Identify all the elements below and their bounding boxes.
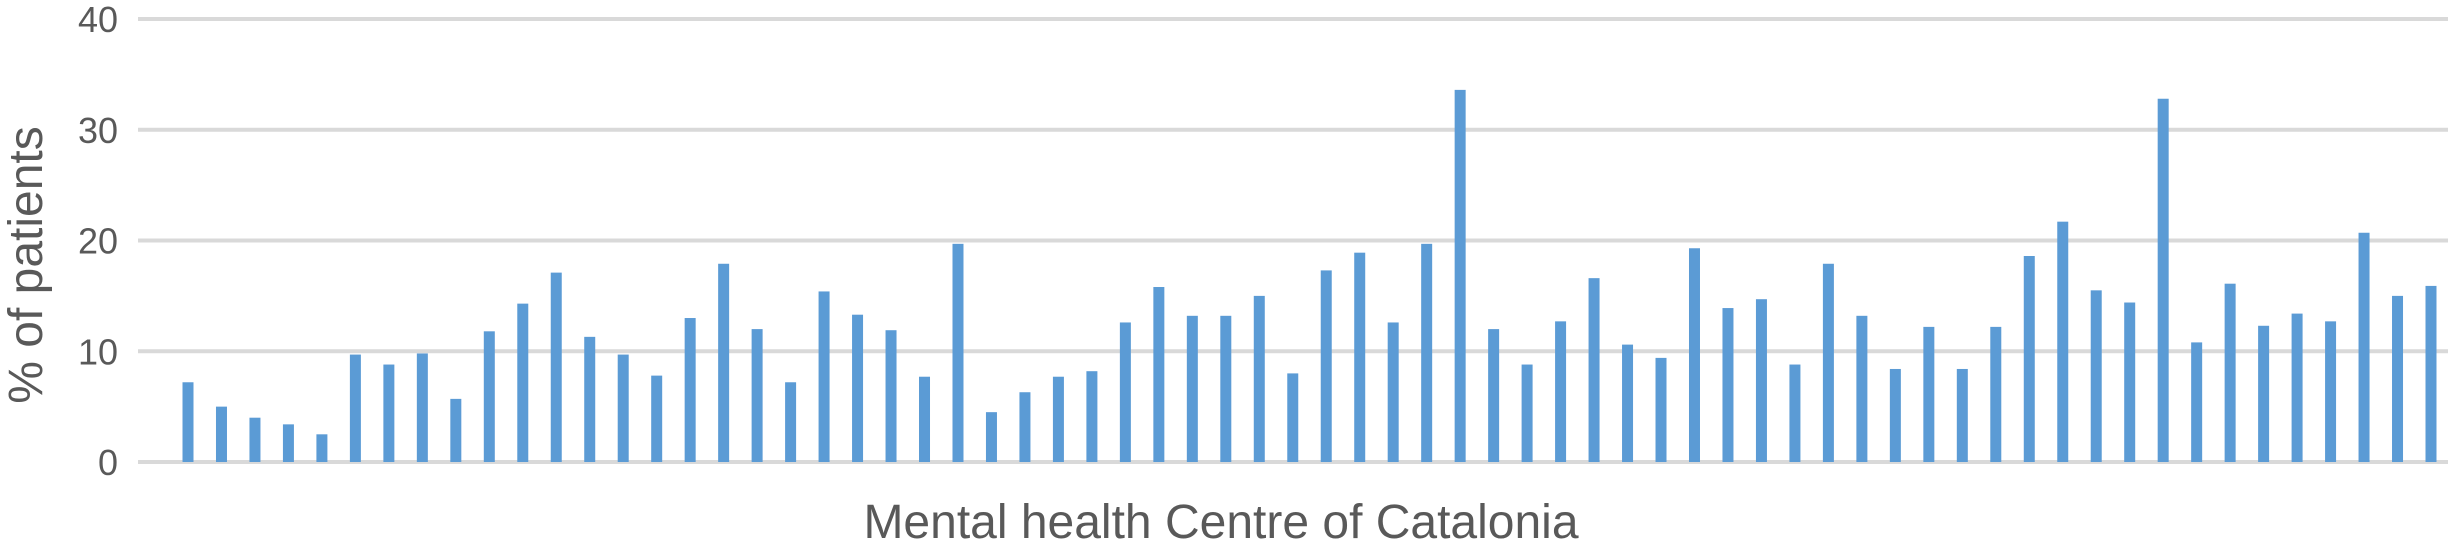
bar-67: [2392, 295, 2404, 463]
bar-58: [2090, 290, 2102, 462]
bar-42: [1555, 321, 1567, 462]
bar-41: [1521, 364, 1533, 462]
bar-60: [2157, 98, 2169, 463]
bar-52: [1889, 368, 1901, 462]
bar-33: [1253, 295, 1265, 463]
bar-9: [450, 398, 462, 462]
bar-25: [985, 412, 997, 462]
bar-57: [2057, 221, 2069, 462]
bar-45: [1655, 357, 1667, 462]
bar-53: [1923, 326, 1935, 462]
bar-24: [952, 243, 964, 462]
bar-59: [2124, 302, 2136, 462]
bar-62: [2224, 283, 2236, 462]
bar-47: [1722, 308, 1734, 462]
y-axis-title: % of patients: [0, 126, 53, 404]
bar-64: [2291, 313, 2303, 462]
bar-19: [785, 382, 797, 462]
bar-39: [1454, 89, 1466, 462]
bar-32: [1220, 315, 1232, 462]
bars: [182, 89, 2437, 463]
bar-68: [2425, 285, 2437, 462]
bar-43: [1588, 278, 1600, 462]
bar-27: [1052, 376, 1064, 462]
bar-29: [1119, 322, 1131, 462]
bar-22: [885, 330, 897, 462]
bar-44: [1622, 344, 1634, 462]
bar-35: [1320, 270, 1332, 462]
bar-49: [1789, 364, 1801, 462]
bar-16: [684, 318, 696, 462]
y-tick-labels: 0 10 20 30 40: [78, 0, 118, 483]
bar-65: [2325, 321, 2337, 462]
bar-28: [1086, 371, 1098, 462]
bar-15: [651, 375, 663, 462]
bar-14: [617, 354, 629, 462]
bar-36: [1354, 252, 1366, 462]
bar-56: [2023, 256, 2035, 462]
bar-11: [517, 303, 529, 462]
bar-46: [1688, 248, 1700, 462]
bar-17: [718, 263, 730, 462]
bar-54: [1956, 368, 1968, 462]
bar-6: [349, 354, 361, 462]
bar-30: [1153, 287, 1165, 462]
bar-31: [1186, 315, 1198, 462]
x-axis-title: Mental health Centre of Catalonia: [863, 496, 1578, 549]
bar-2: [215, 406, 227, 463]
y-tick-label: 40: [78, 0, 118, 40]
bar-8: [416, 353, 428, 462]
bar-55: [1990, 326, 2002, 462]
bar-10: [483, 331, 495, 462]
bar-40: [1488, 329, 1500, 462]
bar-37: [1387, 322, 1399, 462]
bar-50: [1822, 263, 1834, 462]
bar-1: [182, 382, 194, 462]
bar-20: [818, 291, 830, 462]
y-tick-label: 0: [98, 442, 118, 483]
bar-38: [1421, 243, 1433, 462]
bar-7: [383, 364, 395, 462]
bar-4: [282, 424, 294, 462]
bar-5: [316, 434, 328, 462]
bar-63: [2258, 325, 2270, 462]
bar-3: [249, 417, 261, 462]
bar-18: [751, 329, 763, 462]
y-tick-label: 10: [78, 331, 118, 372]
bar-51: [1856, 315, 1868, 462]
y-tick-label: 20: [78, 221, 118, 262]
y-tick-label: 30: [78, 110, 118, 151]
bar-21: [852, 314, 864, 462]
bar-66: [2358, 232, 2370, 462]
bar-34: [1287, 373, 1299, 462]
bar-48: [1755, 299, 1767, 462]
bar-12: [550, 272, 562, 462]
bar-26: [1019, 392, 1031, 462]
bar-13: [584, 336, 596, 462]
bar-61: [2191, 342, 2203, 462]
bar-23: [919, 376, 931, 462]
